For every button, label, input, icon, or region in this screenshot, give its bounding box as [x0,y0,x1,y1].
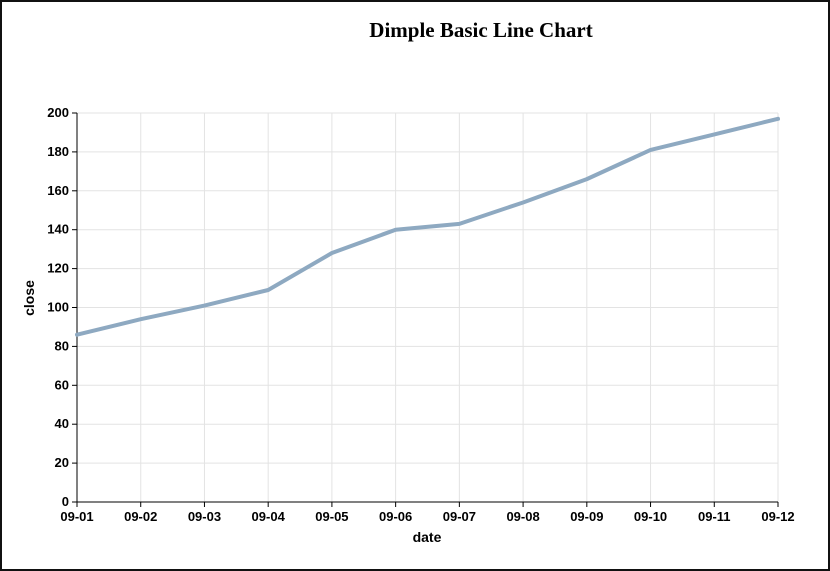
x-tick-label: 09-09 [570,509,603,524]
y-tick-label: 80 [55,338,69,353]
data-point[interactable] [74,332,80,338]
data-point[interactable] [456,221,462,227]
x-tick-label: 09-04 [252,509,286,524]
y-tick-label: 160 [47,183,69,198]
tick-labels: 0 20 40 60 80 100 120 140 160 180 200 09-01 09-02 09-… [47,105,794,524]
x-tick-label: 09-02 [124,509,157,524]
data-point[interactable] [520,199,526,205]
x-tick-label: 09-08 [506,509,539,524]
data-point[interactable] [775,116,781,122]
series [74,116,781,338]
y-axis-title: close [21,280,37,316]
data-point[interactable] [201,303,207,309]
y-tick-label: 120 [47,261,69,276]
x-tick-label: 09-07 [443,509,476,524]
y-tick-label: 140 [47,222,69,237]
data-point[interactable] [648,147,654,153]
grid-lines [77,112,779,502]
data-point[interactable] [584,176,590,182]
data-point[interactable] [711,131,717,137]
data-point[interactable] [393,227,399,233]
y-tick-label: 20 [55,455,69,470]
x-axis-title: date [413,529,442,545]
x-tick-label: 09-06 [379,509,412,524]
axes [72,112,779,507]
y-tick-label: 60 [55,377,69,392]
x-tick-label: 09-11 [698,509,731,524]
data-point[interactable] [138,316,144,322]
x-tick-label: 09-05 [315,509,348,524]
y-tick-label: 0 [62,494,69,509]
data-point[interactable] [329,250,335,256]
x-tick-label: 09-12 [761,509,794,524]
chart-title: Dimple Basic Line Chart [369,18,593,42]
x-tick-label: 09-10 [634,509,667,524]
y-tick-label: 40 [55,416,69,431]
y-tick-label: 180 [47,144,69,159]
series-line [75,116,780,337]
y-tick-label: 200 [47,105,69,120]
data-point[interactable] [265,287,271,293]
x-tick-label: 09-03 [188,509,221,524]
y-tick-label: 100 [47,300,69,315]
x-tick-label: 09-01 [60,509,93,524]
